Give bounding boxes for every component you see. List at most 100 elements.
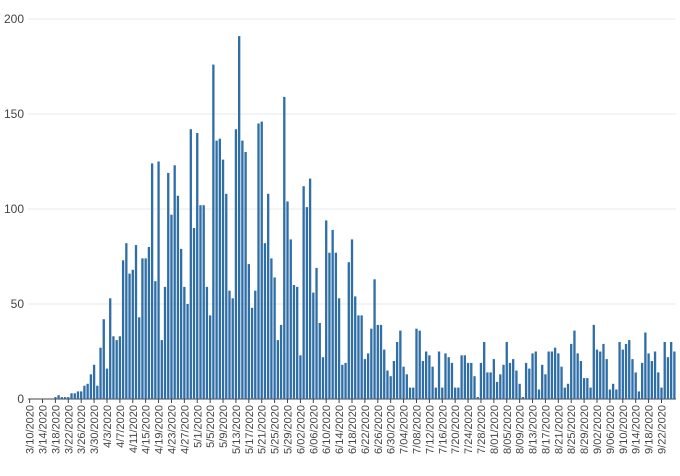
- bar: [308, 178, 312, 399]
- bar: [321, 357, 325, 399]
- bar: [167, 172, 170, 399]
- bar: [286, 201, 289, 399]
- x-tick-label: 3/26/2020: [76, 405, 88, 454]
- bar: [331, 229, 334, 399]
- bar: [640, 362, 644, 399]
- bar: [347, 262, 350, 399]
- bar: [653, 351, 657, 399]
- bar: [244, 152, 247, 399]
- x-tick-label: 6/06/2020: [308, 405, 320, 454]
- bar: [518, 383, 521, 399]
- bar: [276, 340, 280, 399]
- bar: [341, 364, 344, 399]
- bar: [512, 359, 515, 399]
- bar: [238, 36, 241, 399]
- bar: [666, 357, 670, 399]
- bar: [637, 391, 641, 399]
- x-tick-label: 7/28/2020: [476, 405, 488, 454]
- bar: [408, 387, 412, 399]
- x-tick-label: 4/23/2020: [166, 405, 178, 454]
- bar: [460, 355, 463, 399]
- bar: [312, 292, 315, 399]
- bar: [579, 361, 583, 399]
- bar: [157, 161, 160, 399]
- bar: [486, 372, 489, 399]
- bar: [270, 258, 273, 399]
- x-tick-label: 5/5/2020: [205, 405, 217, 448]
- bar: [109, 298, 112, 399]
- x-tick-label: 7/24/2020: [463, 405, 475, 454]
- bar: [263, 243, 267, 399]
- bar: [541, 364, 544, 399]
- bar: [215, 140, 218, 399]
- x-tick-label: 8/01/2020: [489, 405, 501, 454]
- x-tick-label: 3/18/2020: [50, 405, 62, 454]
- bar: [454, 387, 457, 399]
- bar: [470, 362, 473, 399]
- bar: [115, 340, 118, 399]
- bar: [363, 359, 367, 399]
- x-tick-label: 4/11/2020: [128, 405, 140, 453]
- bar: [192, 228, 196, 399]
- x-tick-label: 5/21/2020: [257, 405, 269, 454]
- bar: [73, 393, 76, 399]
- bar: [431, 366, 434, 399]
- x-tick-label: 6/14/2020: [334, 405, 346, 454]
- x-tick-label: 8/05/2020: [502, 405, 514, 454]
- bar: [80, 391, 83, 399]
- bar: [383, 349, 386, 399]
- bar: [99, 347, 102, 399]
- bar: [183, 286, 186, 399]
- x-tick-label: 9/18/2020: [644, 405, 656, 454]
- bar: [328, 252, 331, 399]
- bar: [618, 342, 621, 399]
- bar: [334, 252, 338, 399]
- bar: [537, 389, 541, 399]
- bar: [144, 258, 147, 399]
- x-tick-label: 8/13/2020: [528, 405, 540, 454]
- bar: [128, 273, 131, 399]
- x-axis-ticks: 3/10/2020 3/14/2020 3/18/2020 3/22/2020 3/26…: [25, 399, 668, 454]
- bar: [283, 96, 286, 400]
- bar: [325, 220, 328, 399]
- bar: [289, 239, 292, 399]
- x-tick-label: 3/30/2020: [89, 405, 101, 454]
- y-tick-label: 0: [17, 392, 24, 406]
- bar: [592, 324, 595, 399]
- bar: [424, 351, 428, 399]
- bar: [553, 347, 557, 399]
- x-tick-label: 3/10/2020: [25, 405, 37, 454]
- bar: [296, 286, 299, 399]
- bar: [366, 353, 370, 399]
- bar: [76, 391, 80, 399]
- bar: [483, 342, 486, 399]
- bar: [208, 315, 212, 399]
- bar: [437, 351, 441, 399]
- y-tick-label: 100: [4, 202, 24, 216]
- x-tick-label: 8/21/2020: [553, 405, 565, 454]
- bar: [299, 355, 302, 399]
- y-tick-label: 150: [4, 107, 24, 121]
- bar: [421, 361, 425, 399]
- bar: [60, 397, 64, 399]
- bar: [576, 353, 579, 399]
- bar: [560, 366, 563, 399]
- x-tick-label: 9/10/2020: [618, 405, 630, 454]
- bar: [599, 351, 602, 399]
- bar: [163, 286, 167, 399]
- bar: [267, 193, 270, 399]
- bars: [54, 36, 676, 400]
- bar: [315, 267, 318, 399]
- x-tick-label: 7/04/2020: [399, 405, 411, 454]
- bar: [586, 378, 589, 399]
- x-tick-label: 8/25/2020: [566, 405, 578, 454]
- bar: [550, 351, 554, 399]
- bar: [54, 397, 57, 399]
- bar: [505, 342, 508, 399]
- bar: [225, 193, 228, 399]
- bar: [595, 349, 599, 399]
- bar: [212, 64, 215, 399]
- bar: [89, 374, 93, 399]
- x-tick-label: 4/3/2020: [102, 405, 114, 448]
